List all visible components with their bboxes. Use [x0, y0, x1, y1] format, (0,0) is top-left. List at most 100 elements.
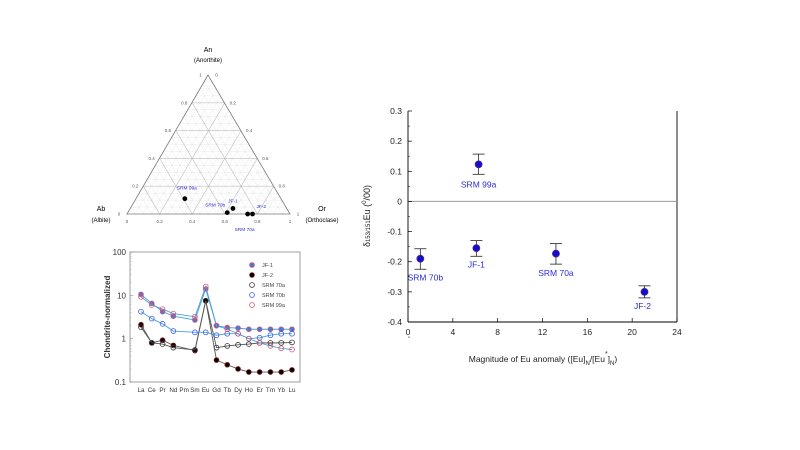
ree-y-tick-label: 100	[113, 248, 127, 257]
ternary-grid-line	[183, 123, 238, 215]
ternary-point-label: JF-1	[228, 198, 238, 204]
ree-data-point	[138, 324, 144, 330]
ree-data-point	[202, 329, 209, 336]
ree-data-point	[289, 367, 295, 373]
ternary-tick-left: 0	[118, 212, 121, 217]
ree-data-point	[159, 321, 166, 327]
ree-data-point	[213, 357, 220, 363]
ree-data-point	[256, 369, 263, 375]
apex-sublabel-ab: (Albite)	[91, 218, 110, 224]
ree-data-point	[148, 315, 155, 322]
ree-data-point	[159, 337, 166, 344]
apex-label-an: An	[204, 47, 213, 54]
ree-y-tick-label: 0.1	[115, 378, 127, 387]
ternary-grid-line	[130, 206, 136, 215]
eu-isotope-scatter-chart: δ153/151Eu (0/00) Magnitude of Eu anomal…	[362, 106, 682, 367]
ree-y-tick-label: 1	[122, 335, 127, 344]
ree-series-line	[140, 300, 293, 351]
ree-data-point	[213, 332, 220, 339]
scatter-x-tick-label: 4	[450, 327, 455, 337]
scatter-x-tick-label: 8	[495, 327, 500, 337]
ternary-grid-line	[143, 186, 160, 215]
ternary-grid-line	[134, 81, 213, 215]
scatter-y-tick-label: -0.2	[387, 257, 402, 267]
ree-legend-marker	[249, 262, 255, 268]
ternary-grid-line	[265, 193, 278, 215]
ternary-grid-line	[281, 206, 287, 215]
ree-data-point	[192, 329, 198, 336]
scatter-data-point	[472, 244, 481, 253]
ree-legend-label: SRM 70a	[262, 283, 286, 289]
apex-label-or: Or	[318, 206, 326, 213]
ternary-grid-line	[191, 102, 258, 215]
ree-data-point	[235, 342, 241, 348]
ree-x-tick-label: Tm	[266, 387, 275, 394]
scatter-x-tick-label: 12	[538, 327, 548, 337]
ternary-point-label: JF-2	[257, 204, 267, 210]
scatter-x-tick-label: 16	[583, 327, 593, 337]
ree-data-point	[159, 306, 166, 312]
ternary-tick-left: 0.2	[132, 184, 139, 189]
ree-data-point	[267, 326, 274, 333]
scatter-point-label: SRM 70a	[538, 268, 574, 278]
scatter-data-point	[640, 287, 649, 296]
ree-data-point	[213, 322, 220, 329]
ree-data-point	[235, 325, 241, 331]
ternary-point	[245, 211, 251, 217]
ternary-tick-right: 0.2	[230, 100, 237, 105]
ternary-point	[182, 196, 188, 202]
ree-legend-label: JF-2	[262, 273, 273, 279]
xlabel-mid: /[Eu	[590, 354, 605, 364]
apex-sublabel-an: (Anorthite)	[194, 58, 222, 64]
ree-data-point	[246, 335, 252, 342]
scatter-y-tick-label: -0.4	[387, 317, 402, 327]
ternary-grid-line	[200, 137, 246, 215]
ternary-grid-line	[167, 144, 209, 215]
ylabel-sup: 153/151	[366, 220, 372, 242]
ree-data-point	[170, 310, 177, 317]
ree-data-point	[246, 369, 252, 375]
xlabel-main: Magnitude of Eu anomaly ([Eu]	[469, 354, 586, 364]
ree-data-point	[289, 326, 295, 333]
ternary-tick-left: 0.4	[148, 156, 155, 161]
ree-data-point	[159, 341, 166, 347]
scatter-y-axis-label: δ153/151Eu (0/00)	[362, 185, 372, 247]
ree-data-point	[267, 343, 274, 349]
ternary-grid-line	[249, 179, 270, 215]
ree-plot-frame	[129, 251, 301, 383]
ree-data-point	[224, 343, 231, 349]
ternary-grid-line	[155, 165, 185, 215]
ternary-grid-line	[171, 137, 217, 215]
scatter-point-label: SRM 70b	[408, 272, 444, 282]
ree-legend-marker	[249, 292, 255, 298]
ternary-grid-line	[204, 81, 283, 215]
ternary-grid-line	[151, 172, 177, 215]
ternary-tick-bottom: 0	[126, 219, 129, 224]
ree-data-point	[256, 326, 263, 333]
ree-y-tick-label: 10	[117, 291, 126, 300]
ternary-tick-left: 0.6	[165, 128, 172, 133]
apex-label-ab: Ab	[97, 206, 106, 213]
ree-data-point	[170, 344, 177, 351]
ree-data-point	[289, 339, 295, 346]
scatter-y-tick-label: 0.1	[390, 166, 402, 176]
scatter-point-label: JF-1	[468, 259, 485, 269]
ternary-grid-line	[179, 123, 234, 215]
ternary-point	[250, 211, 255, 217]
ree-x-tick-label: Tb	[224, 387, 232, 394]
ree-data-point	[246, 341, 252, 347]
ree-data-point	[278, 345, 285, 352]
ree-data-point	[278, 326, 285, 333]
ternary-tick-left: 0.8	[181, 100, 188, 105]
ree-data-point	[278, 369, 285, 375]
ree-x-tick-label: Ce	[148, 387, 157, 394]
ternary-diagram: An (Anorthite) Ab (Albite) Or (Orthoclas…	[91, 47, 338, 233]
ree-x-tick-label: Dy	[234, 387, 243, 394]
xlabel-close: )	[614, 354, 617, 364]
ree-data-point	[246, 326, 252, 333]
ternary-grid-line	[183, 116, 242, 215]
ree-data-point	[278, 330, 285, 337]
ree-data-point	[224, 361, 231, 368]
ternary-tick-right: 0.6	[262, 156, 269, 161]
